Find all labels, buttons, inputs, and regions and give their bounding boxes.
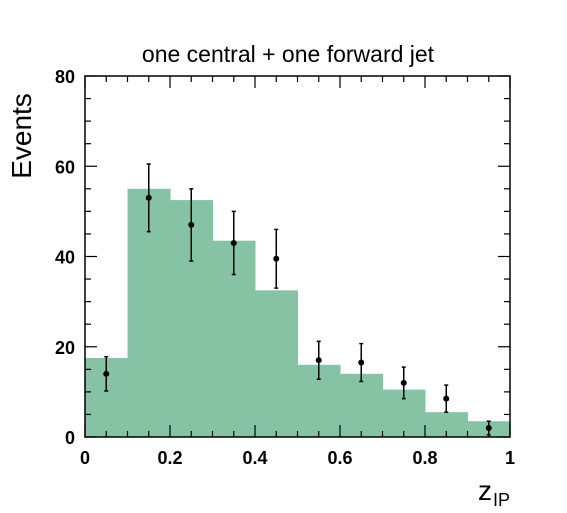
x-tick-label: 1: [505, 448, 515, 468]
x-tick-label: 0.4: [242, 448, 267, 468]
y-tick-label: 20: [55, 338, 75, 358]
x-tick-label: 0.6: [327, 448, 352, 468]
data-point: [358, 342, 365, 383]
data-point: [273, 228, 280, 289]
x-tick-label: 0.8: [412, 448, 437, 468]
data-marker: [400, 379, 407, 386]
data-point: [103, 355, 110, 392]
data-point: [315, 340, 322, 380]
x-tick-label: 0.2: [157, 448, 182, 468]
data-points: [103, 163, 492, 436]
data-point: [400, 366, 407, 400]
data-point: [230, 210, 237, 276]
x-axis-label-main: z: [478, 475, 492, 506]
x-axis-label-subscript: IP: [493, 490, 510, 510]
data-marker: [188, 221, 195, 228]
data-marker: [145, 194, 152, 201]
axis-ticks: [84, 75, 511, 438]
chart-title: one central + one forward jet: [142, 41, 435, 67]
data-marker: [485, 424, 492, 431]
data-marker: [358, 359, 365, 366]
data-marker: [103, 370, 110, 377]
y-tick-label: 60: [55, 157, 75, 177]
data-point: [188, 188, 195, 262]
x-axis-label: z IP: [478, 475, 510, 510]
data-point: [145, 163, 152, 233]
histogram-bar: [255, 290, 298, 437]
y-tick-label: 0: [65, 428, 75, 448]
data-marker: [230, 239, 237, 246]
histogram-bar: [340, 373, 383, 437]
y-axis-label: Events: [6, 93, 37, 179]
y-tick-label: 40: [55, 248, 75, 268]
data-marker: [273, 255, 280, 262]
x-tick-label: 0: [80, 448, 90, 468]
data-marker: [443, 395, 450, 402]
axis-tick-labels: 0 0.2 0.4 0.6 0.8 1 0 20 40 60 80: [55, 67, 515, 468]
data-marker: [315, 357, 322, 364]
data-point: [443, 384, 450, 413]
y-tick-label: 80: [55, 67, 75, 87]
